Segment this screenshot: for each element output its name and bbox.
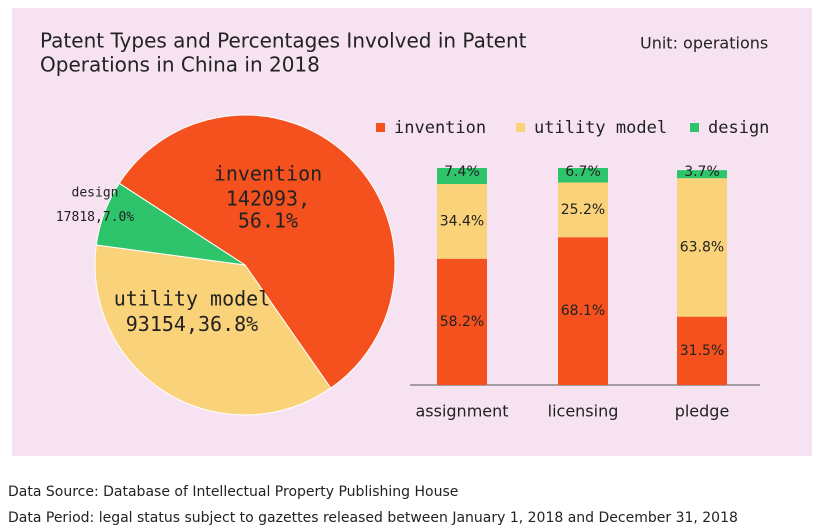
pie-value: 93154,	[126, 312, 198, 336]
pie-slice	[94, 244, 332, 416]
bar-value-label: 34.4%	[440, 213, 484, 229]
x-tick-label: licensing	[548, 402, 619, 421]
bar-segment	[558, 182, 608, 238]
footer-line: Data Source: Database of Intellectual Pr…	[8, 484, 458, 500]
legend-swatch	[690, 123, 699, 132]
bar-segment	[558, 237, 608, 385]
bar-value-label: 6.7%	[565, 164, 601, 180]
title-line: Patent Types and Percentages Involved in…	[40, 29, 527, 53]
bar-segment	[437, 168, 487, 185]
pie-percent-label: 7.0%	[103, 210, 134, 225]
title-line: Operations in China in 2018	[40, 53, 320, 77]
bar-segment	[677, 178, 727, 317]
pie-value-label: 142093,	[226, 187, 310, 211]
bar-value-label: 31.5%	[680, 343, 724, 359]
unit: Unit: operations	[640, 34, 768, 53]
bar-value-label: 63.8%	[680, 239, 724, 255]
bar-segment	[437, 258, 487, 385]
legend-label: design	[708, 118, 769, 138]
footer-line: Data Period: legal status subject to gaz…	[8, 510, 738, 526]
pie-value-label: 93154,36.8%	[126, 312, 258, 336]
pie-slice	[95, 182, 246, 266]
legend-swatch	[516, 123, 525, 132]
bar-segment	[558, 168, 608, 183]
pie-value-label: 17818,7.0%	[56, 210, 134, 225]
x-tick-label: assignment	[415, 402, 508, 421]
legend-swatch	[376, 123, 385, 132]
bar-segment	[677, 316, 727, 385]
bar-value-label: 58.2%	[440, 314, 484, 330]
pie-value: 17818,	[56, 210, 103, 225]
bar-value-label: 3.7%	[684, 164, 720, 180]
pie-percent-label: 56.1%	[238, 209, 298, 233]
legend-label: invention	[394, 118, 486, 138]
pie-category-label: invention	[214, 162, 322, 186]
bar-segment	[437, 184, 487, 259]
bar-segment	[677, 170, 727, 179]
pie-category-label: utility model	[114, 287, 271, 311]
pie-slice	[118, 114, 396, 389]
pie-percent-label: 36.8%	[198, 312, 258, 336]
legend-label: utility model	[534, 118, 667, 138]
pie-category-label: design	[72, 186, 119, 201]
x-tick-label: pledge	[675, 402, 730, 421]
bar-value-label: 7.4%	[444, 164, 480, 180]
bar-value-label: 68.1%	[561, 303, 605, 319]
bar-value-label: 25.2%	[561, 202, 605, 218]
